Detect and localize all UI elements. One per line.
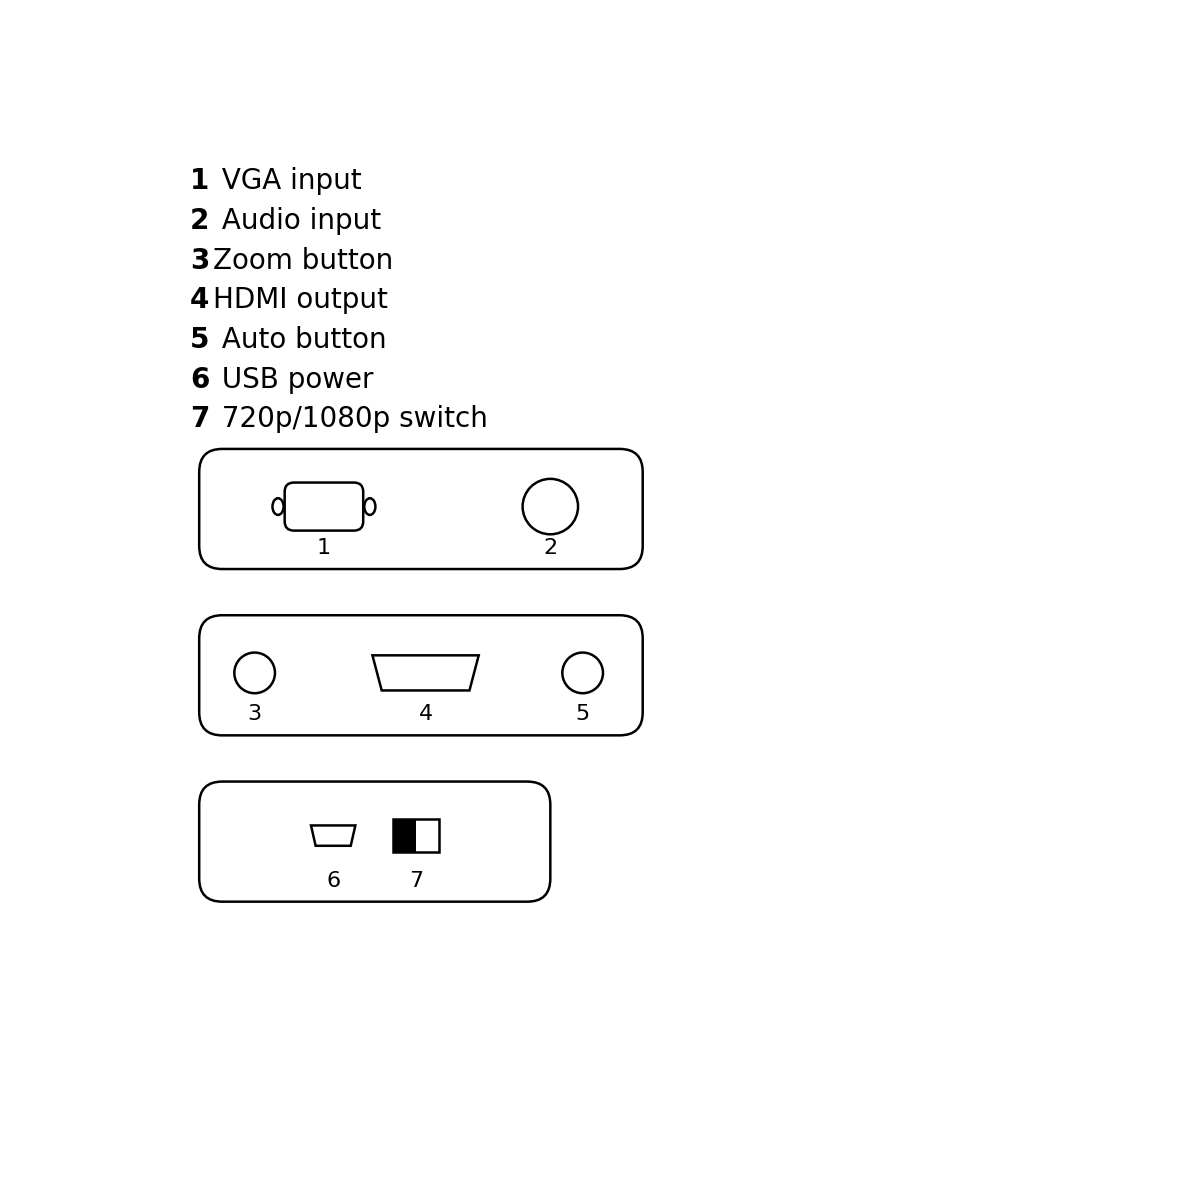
FancyBboxPatch shape — [284, 482, 364, 530]
Text: USB power: USB power — [214, 366, 373, 394]
Text: 1: 1 — [317, 538, 331, 558]
FancyBboxPatch shape — [199, 781, 551, 901]
Text: Auto button: Auto button — [214, 326, 386, 354]
Ellipse shape — [365, 498, 376, 515]
FancyBboxPatch shape — [199, 616, 643, 736]
Text: Audio input: Audio input — [214, 206, 382, 235]
FancyBboxPatch shape — [199, 449, 643, 569]
Text: 3: 3 — [247, 704, 262, 725]
Polygon shape — [372, 655, 479, 690]
Ellipse shape — [563, 653, 602, 694]
Text: 5: 5 — [576, 704, 589, 725]
Text: 4: 4 — [190, 287, 209, 314]
Text: 6: 6 — [190, 366, 209, 394]
Text: VGA input: VGA input — [214, 167, 361, 196]
Text: 3: 3 — [190, 246, 209, 275]
Text: 2: 2 — [544, 538, 557, 558]
Bar — [394, 818, 439, 852]
Text: Zoom button: Zoom button — [214, 246, 394, 275]
Text: HDMI output: HDMI output — [214, 287, 388, 314]
Text: 1: 1 — [190, 167, 209, 196]
Bar — [394, 818, 416, 852]
Text: 4: 4 — [419, 704, 433, 725]
Polygon shape — [311, 826, 355, 846]
Ellipse shape — [522, 479, 578, 534]
Bar — [394, 818, 439, 852]
Text: 720p/1080p switch: 720p/1080p switch — [214, 406, 488, 433]
Text: 7: 7 — [190, 406, 209, 433]
Text: 6: 6 — [326, 870, 341, 890]
Ellipse shape — [272, 498, 283, 515]
Text: 5: 5 — [190, 326, 210, 354]
Text: 2: 2 — [190, 206, 209, 235]
Ellipse shape — [234, 653, 275, 694]
Text: 7: 7 — [409, 870, 424, 890]
